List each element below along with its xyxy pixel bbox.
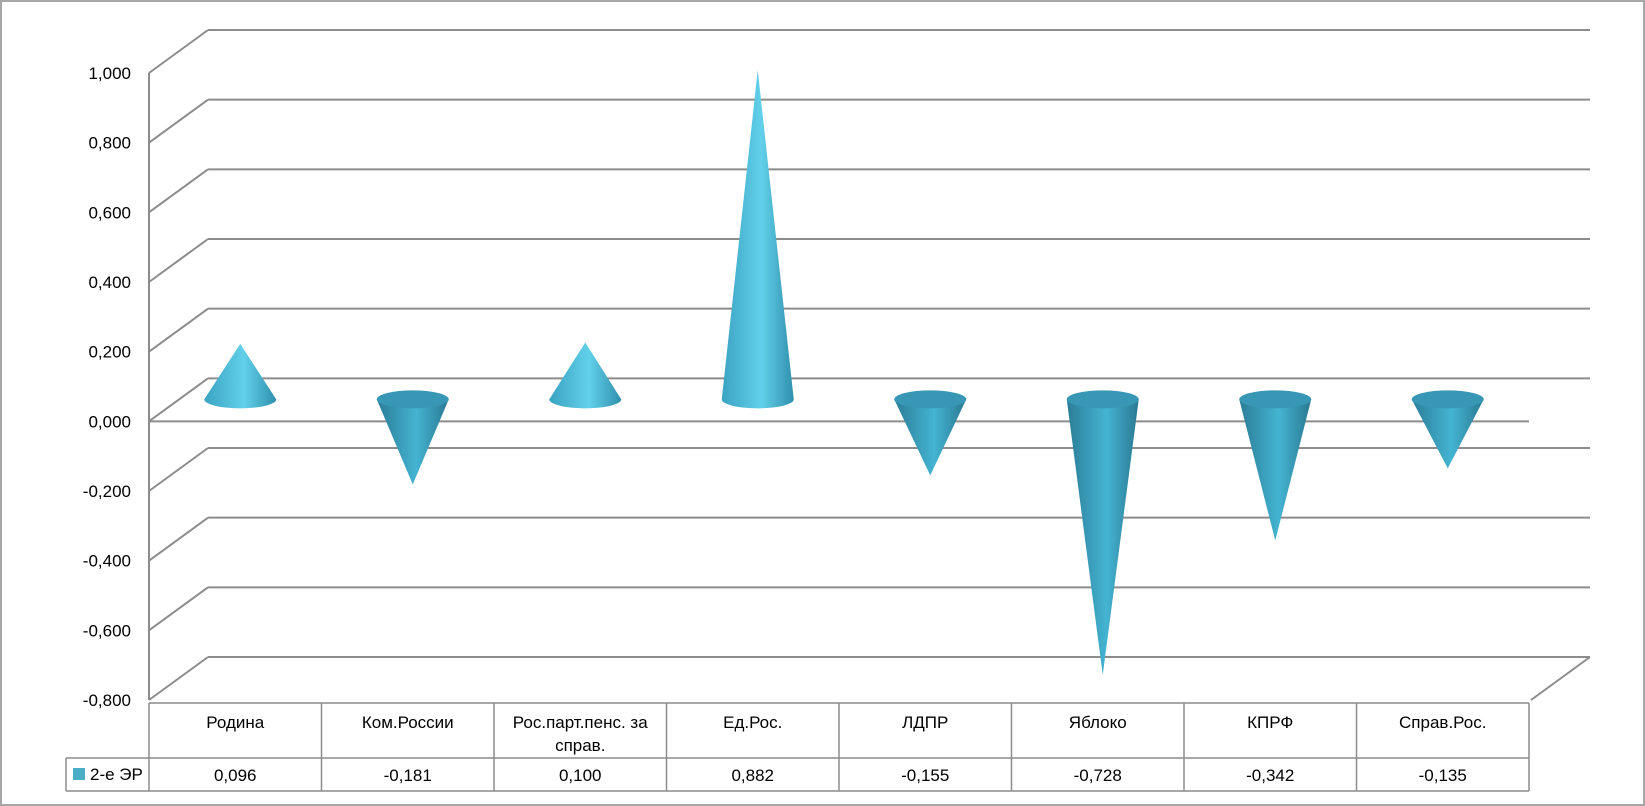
gridline-side <box>148 168 209 214</box>
cone-1 <box>204 343 277 409</box>
cone-body <box>376 399 449 485</box>
data-label: -0,135 <box>1419 766 1467 785</box>
cone-4 <box>721 70 794 409</box>
x-tick-label: Ком.России <box>362 713 454 732</box>
cone-body <box>1411 399 1484 469</box>
x-tick-label: Рос.парт.пенс. за справ. <box>513 713 648 755</box>
y-tick-label: -0,800 <box>83 691 131 710</box>
gridline-side <box>148 98 209 144</box>
cone-base <box>1239 390 1312 409</box>
data-label: -0,155 <box>901 766 949 785</box>
cone-3 <box>549 342 622 409</box>
cone-body <box>1239 399 1312 541</box>
plot-area <box>204 70 1484 675</box>
x-tick-label: Справ.Рос. <box>1399 713 1486 732</box>
cone-base <box>1066 390 1139 409</box>
cone-body <box>204 343 277 409</box>
y-tick-label: -0,200 <box>83 482 131 501</box>
data-label: -0,342 <box>1246 766 1294 785</box>
legend-label: 2-е ЭР <box>90 765 143 784</box>
cone-base <box>376 390 449 409</box>
cone-body <box>894 399 967 476</box>
gridline-side <box>148 586 209 632</box>
gridline-side <box>148 238 209 283</box>
x-tick-label: Ед.Рос. <box>723 713 782 732</box>
cone-base <box>894 390 967 409</box>
gridline-side <box>148 656 209 701</box>
y-tick-label: 1,000 <box>88 64 131 83</box>
cone-base <box>1411 390 1484 409</box>
data-label: 0,100 <box>559 766 602 785</box>
data-label: -0,181 <box>384 766 432 785</box>
gridline-side <box>148 29 209 74</box>
gridline-side <box>148 377 209 423</box>
y-tick-label: 0,800 <box>88 134 131 153</box>
cone-body <box>721 70 794 409</box>
data-label: 0,882 <box>731 766 774 785</box>
gridline-side <box>148 516 209 562</box>
cone-body <box>1066 399 1139 675</box>
cone-5 <box>894 390 967 476</box>
cone-7 <box>1239 390 1312 541</box>
y-tick-label: -0,400 <box>83 552 131 571</box>
cone-8 <box>1411 390 1484 469</box>
x-tick-label: КПРФ <box>1247 713 1293 732</box>
floor-edge <box>1530 656 1591 701</box>
y-tick-label: 0,200 <box>88 343 131 362</box>
x-tick-label: ЛДПР <box>902 713 948 732</box>
y-axis: 1,000 0,800 0,600 0,400 0,200 0,000 -0,200 -0,4… <box>83 64 150 710</box>
y-tick-label: 0,000 <box>88 412 131 431</box>
legend-swatch <box>73 768 85 780</box>
y-tick-label: -0,600 <box>83 621 131 640</box>
cone-6 <box>1066 390 1139 675</box>
data-table: Родина Ком.России Рос.парт.пенс. за справ. Е… <box>65 702 1530 792</box>
cone-body <box>549 342 622 409</box>
x-tick-label: Яблоко <box>1069 713 1127 732</box>
data-label: -0,728 <box>1074 766 1122 785</box>
gridline-side <box>148 307 209 353</box>
x-tick-label: Родина <box>206 713 264 732</box>
gridline-side <box>148 447 209 492</box>
y-tick-label: 0,600 <box>88 203 131 222</box>
y-tick-label: 0,400 <box>88 273 131 292</box>
cone-2 <box>376 390 449 485</box>
data-label: 0,096 <box>214 766 257 785</box>
